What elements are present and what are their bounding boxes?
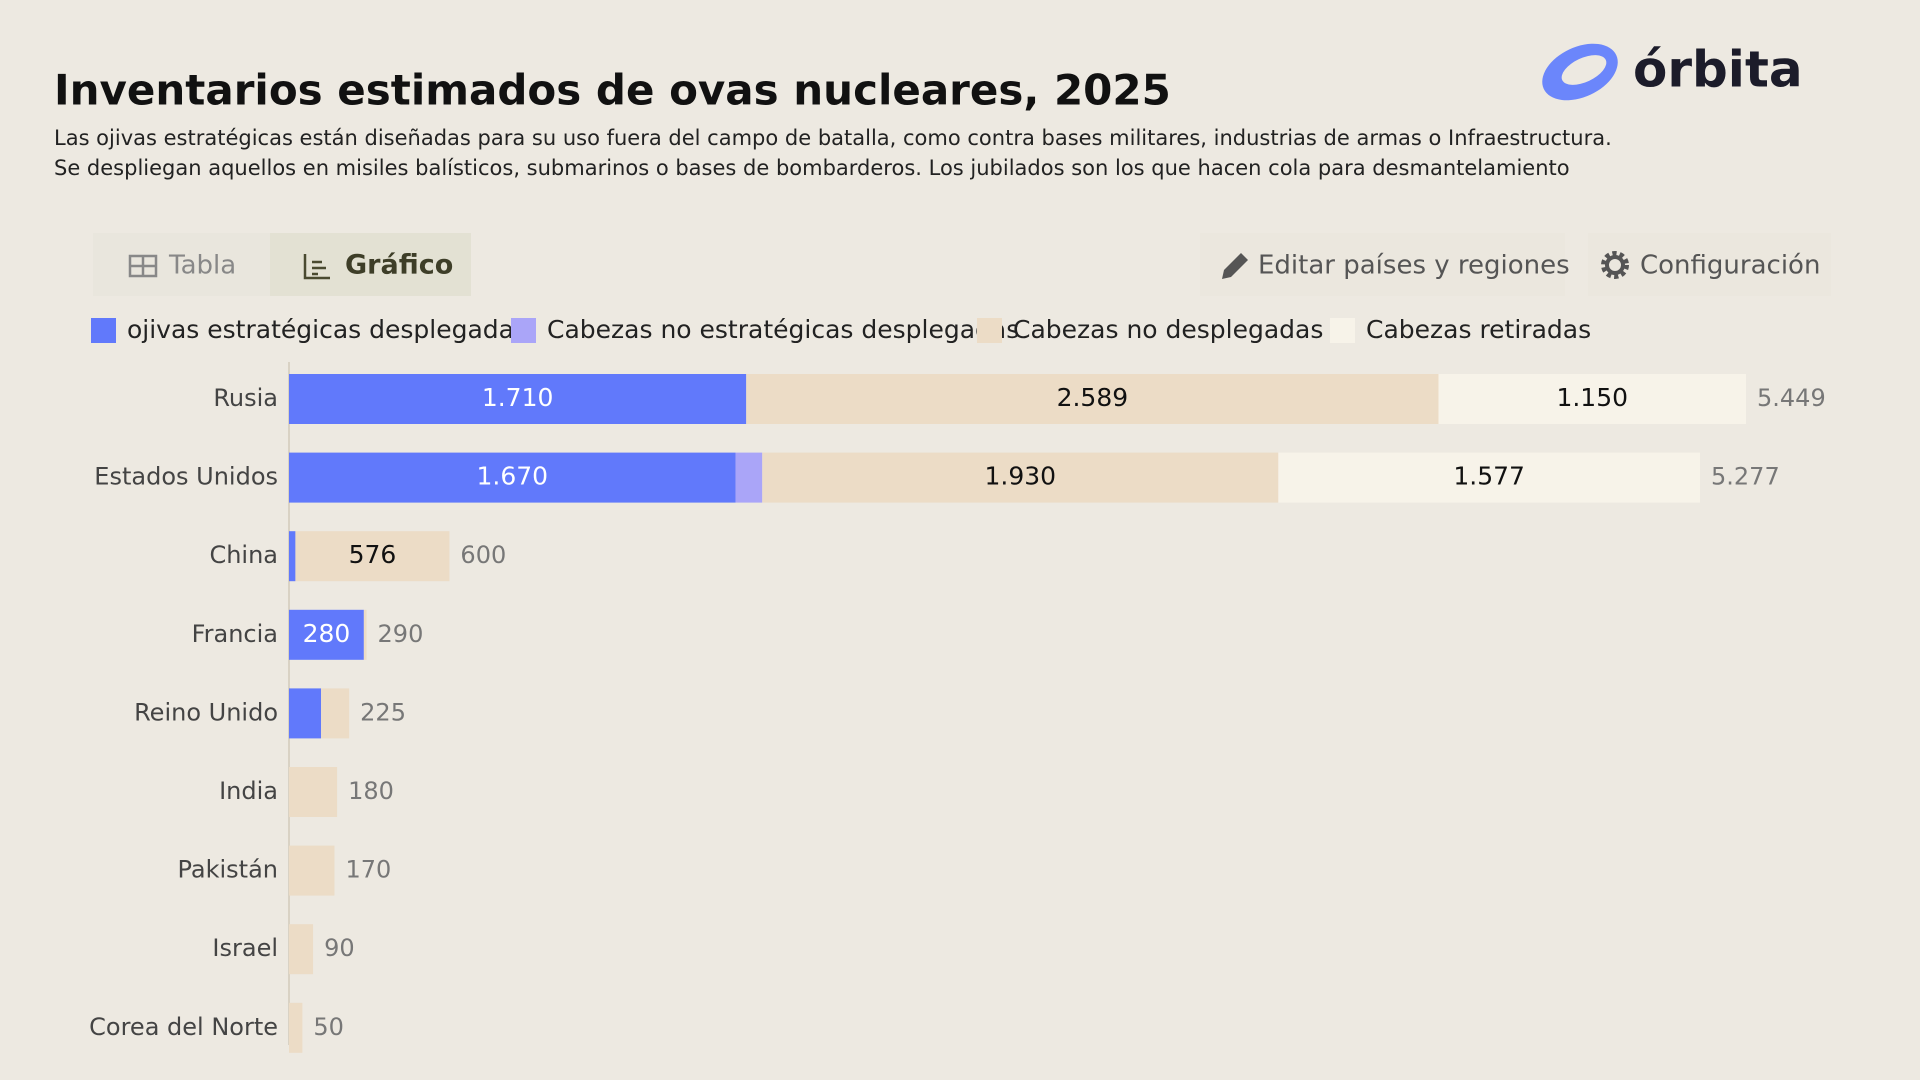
legend-swatch (91, 318, 116, 343)
subtitle: Se despliegan aquellos en misiles balíst… (54, 156, 1570, 180)
legend-swatch (977, 318, 1002, 343)
value-label: 1.710 (482, 383, 554, 412)
value-label: 1.930 (985, 462, 1057, 491)
total-label: 5.449 (1757, 384, 1826, 412)
bar-segment (289, 924, 314, 975)
button[interactable]: Editar países y regiones (1200, 233, 1570, 296)
logo-hole (1561, 55, 1607, 85)
bar-segment (289, 609, 364, 660)
chart-icon (303, 254, 330, 280)
bar-segment (289, 531, 296, 582)
category-label: China (209, 541, 278, 569)
value-label: 576 (349, 540, 397, 569)
value-label: 1.577 (1453, 462, 1525, 491)
button[interactable]: Configuración (1588, 233, 1831, 296)
total-label: 225 (360, 698, 406, 726)
tab-bg (93, 233, 270, 296)
total-label: 180 (348, 777, 394, 805)
legend-swatch (511, 318, 536, 343)
bar-segment (289, 845, 335, 896)
subtitle: Las ojivas estratégicas están diseñadas … (54, 126, 1612, 150)
chart-title: Inventarios estimados de ovas nucleares,… (54, 66, 1171, 115)
bar-segment (746, 374, 1439, 424)
value-label: 2.589 (1057, 383, 1129, 412)
bar-segment (289, 452, 736, 503)
bar-segment (735, 452, 763, 503)
button-bg (1200, 233, 1565, 296)
bar-segment (1438, 374, 1746, 424)
total-label: 290 (378, 620, 424, 648)
total-label: 600 (460, 541, 506, 569)
bar-segment (289, 767, 338, 817)
category-label: Pakistán (178, 856, 279, 884)
bar-segment (762, 452, 1279, 503)
category-label: Estados Unidos (94, 463, 278, 491)
bar-segment (1278, 452, 1701, 503)
pencil-icon (1222, 253, 1248, 279)
bar-segment (289, 688, 322, 739)
category-label: India (219, 777, 278, 805)
logo: órbita (1542, 41, 1803, 101)
category-label: Reino Unido (134, 698, 278, 726)
legend-label: ojivas estratégicas desplegadas (127, 315, 527, 344)
brand: órbita (1633, 41, 1803, 99)
total-label: 50 (313, 1013, 344, 1041)
bar-segment (321, 688, 350, 739)
total-label: 170 (345, 856, 391, 884)
value-label: 280 (303, 619, 351, 648)
bar-segment (289, 1002, 303, 1053)
legend-label: Cabezas no estratégicas desplegadas (547, 315, 1019, 344)
gear-icon (1601, 251, 1629, 279)
bar-segment (289, 374, 747, 424)
category-label: Rusia (213, 384, 278, 412)
legend-label: Cabezas retiradas (1366, 315, 1591, 344)
total-label: 90 (324, 934, 355, 962)
button-label: Configuración (1640, 251, 1820, 281)
gear-icon (1605, 255, 1625, 275)
category-label: Israel (212, 934, 278, 962)
legend-label: Cabezas no desplegadas (1013, 315, 1323, 344)
tab-label: Tabla (168, 251, 236, 281)
value-label: 1.670 (476, 462, 548, 491)
tab[interactable]: Tabla (93, 233, 270, 296)
button-label: Editar países y regiones (1258, 251, 1570, 281)
button-bg (1588, 233, 1831, 296)
bar-segment (363, 609, 367, 660)
category-label: Francia (192, 620, 278, 648)
tab-bg (270, 233, 471, 296)
total-label: 5.277 (1711, 463, 1780, 491)
tab-label: Gráfico (345, 250, 453, 281)
legend-swatch (1330, 318, 1355, 343)
bar-segment (295, 531, 450, 582)
value-label: 1.150 (1556, 383, 1628, 412)
tab-active[interactable]: Gráfico (270, 233, 471, 296)
category-label: Corea del Norte (89, 1013, 278, 1041)
